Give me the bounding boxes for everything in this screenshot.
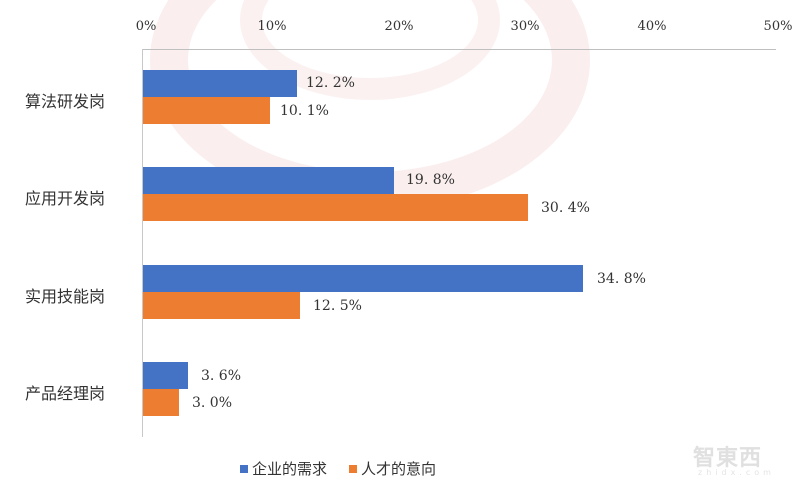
bar-demand bbox=[143, 362, 188, 389]
bar-intent bbox=[143, 292, 300, 319]
bar-demand bbox=[143, 167, 394, 194]
y-axis-line bbox=[142, 49, 143, 437]
value-label-intent: 30. 4% bbox=[541, 200, 590, 216]
value-label-demand: 34. 8% bbox=[597, 271, 646, 287]
x-tick: 50% bbox=[763, 19, 793, 34]
category-label: 实用技能岗 bbox=[25, 287, 106, 306]
watermark-logo-sub: zhidx.com bbox=[698, 468, 775, 477]
legend-label: 企业的需求 bbox=[252, 460, 328, 478]
x-tick: 10% bbox=[257, 19, 287, 34]
x-tick: 30% bbox=[510, 19, 540, 34]
legend-swatch-orange-icon bbox=[349, 464, 358, 473]
value-label-intent: 3. 0% bbox=[192, 395, 233, 411]
bar-demand bbox=[143, 70, 297, 97]
value-label-demand: 12. 2% bbox=[306, 75, 355, 91]
x-tick: 0% bbox=[135, 19, 157, 34]
x-axis-line bbox=[142, 49, 776, 50]
x-tick: 40% bbox=[637, 19, 667, 34]
category-label: 算法研发岗 bbox=[25, 92, 106, 111]
watermark-logo: 智東西 bbox=[693, 446, 763, 471]
legend-item-intent: 人才的意向 bbox=[349, 458, 436, 479]
value-label-intent: 10. 1% bbox=[280, 103, 329, 119]
value-label-intent: 12. 5% bbox=[313, 298, 362, 314]
bar-intent bbox=[143, 389, 179, 416]
bar-demand bbox=[143, 265, 583, 292]
value-label-demand: 19. 8% bbox=[406, 172, 455, 188]
bar-intent bbox=[143, 97, 270, 124]
legend-label: 人才的意向 bbox=[361, 460, 437, 478]
legend-item-demand: 企业的需求 bbox=[240, 458, 327, 479]
x-tick: 20% bbox=[384, 19, 414, 34]
bar-intent bbox=[143, 194, 528, 221]
legend-swatch-blue-icon bbox=[240, 464, 248, 473]
category-label: 应用开发岗 bbox=[25, 189, 106, 208]
category-label: 产品经理岗 bbox=[25, 384, 106, 403]
value-label-demand: 3. 6% bbox=[201, 368, 242, 384]
chart-legend: 企业的需求 人才的意向 bbox=[240, 458, 458, 479]
